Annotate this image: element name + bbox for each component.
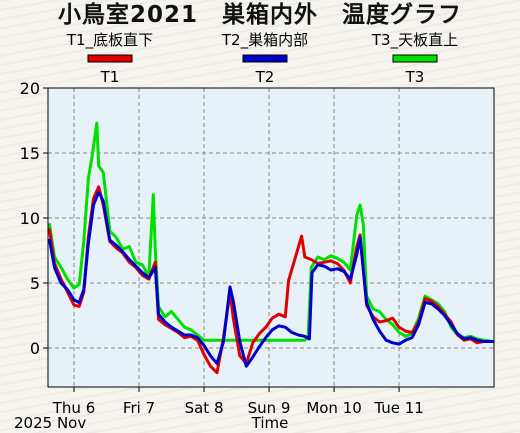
series-line-t2 <box>47 190 494 368</box>
y-tick-label: 20 <box>20 79 40 98</box>
legend-swatch-t1 <box>87 54 133 63</box>
x-tick-label: Sat 8 <box>185 399 224 417</box>
plot-area <box>48 88 494 387</box>
x-tick-label: Mon 10 <box>306 399 361 417</box>
x-tick-label: Fri 7 <box>123 399 155 417</box>
date-label: 2025 Nov <box>14 414 86 432</box>
series-lines <box>47 121 494 375</box>
y-tick-label: 5 <box>30 274 40 293</box>
y-tick-label: 10 <box>20 209 40 228</box>
axes: 0 5 10 15 20 Thu 6 Fri 7 Sat 8 Sun 9 Mon 10 Tue 11 <box>20 79 424 417</box>
y-tick-label: 15 <box>20 144 40 163</box>
x-tick-label: Thu 6 <box>52 399 96 417</box>
chart-title: 小鳥室2021 巣箱内外 温度グラフ <box>57 2 462 28</box>
plot-frame <box>47 87 495 388</box>
legend-short-t2: T2 <box>255 68 275 86</box>
x-axis-label: Time <box>251 414 289 432</box>
legend-short-t3: T3 <box>405 68 425 86</box>
legend-label-t3: T3_天板直上 <box>371 31 458 50</box>
x-tick-label: Tue 11 <box>373 399 423 417</box>
grid <box>48 88 494 387</box>
x-tick-label: Sun 9 <box>248 399 291 417</box>
legend-short-t1: T1 <box>100 68 120 86</box>
series-line-t1 <box>47 185 494 375</box>
legend-swatch-t2 <box>242 54 288 63</box>
legend-swatch-t3 <box>392 54 438 63</box>
legend-label-t1: T1_底板直下 <box>66 31 153 50</box>
legend: T1_底板直下 T1 T2_巣箱内部 T2 T3_天板直上 T3 <box>66 31 458 86</box>
legend-label-t2: T2_巣箱内部 <box>221 31 308 50</box>
y-tick-label: 0 <box>30 339 40 358</box>
